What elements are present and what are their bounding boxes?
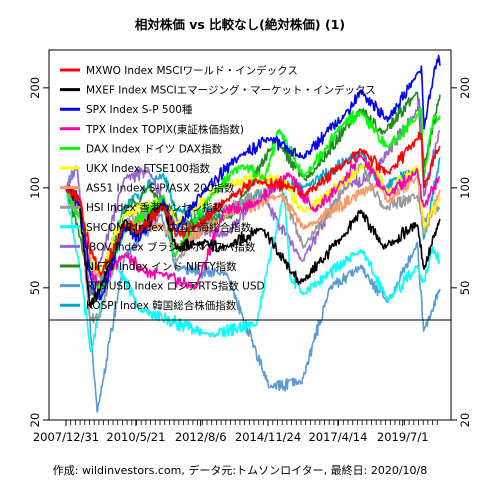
legend-label: UKX Index FTSE100指数 <box>86 162 210 175</box>
y-tick-label: 100 <box>458 177 472 199</box>
chart-caption: 作成: wildinvestors.com, データ元:トムソンロイター, 最終… <box>53 463 427 477</box>
legend-label: KOSPI Index 韓国総合株価指数 <box>86 299 237 312</box>
legend-label: TPX Index TOPIX(東証株価指数) <box>85 123 244 136</box>
y-axis-right: 20 50 100 200 <box>451 77 472 427</box>
x-tick-label: 2014/11/24 <box>235 430 301 444</box>
legend-label: RTSIUSD Index ロシアRTS指数 USD <box>86 280 265 293</box>
y-tick-label: 200 <box>458 77 472 99</box>
series-line <box>65 131 441 277</box>
y-tick-label: 50 <box>28 281 42 296</box>
x-axis: 2007/12/31 2010/5/21 2012/8/6 2014/11/24 201… <box>33 420 438 444</box>
y-tick-label: 200 <box>28 77 42 99</box>
x-tick-label: 2012/8/6 <box>175 430 227 444</box>
legend-label: MXEF Index MSCIエマージング・マーケット・インデックス <box>86 84 376 97</box>
legend-label: AS51 Index S-P/ASX 200指数 <box>86 182 235 195</box>
legend-label: MXWO Index MSCIワールド・インデックス <box>86 64 298 77</box>
y-axis-left: 20 50 100 200 <box>28 77 49 427</box>
x-tick-label: 2007/12/31 <box>33 430 99 444</box>
series-line <box>65 166 441 413</box>
series-line <box>65 54 441 301</box>
series-layer <box>65 54 441 413</box>
legend-label: IBOV Index ブラジル ボベスパ指数 <box>86 240 256 253</box>
series-line <box>65 188 441 353</box>
legend: MXWO Index MSCIワールド・インデックス MXEF Index MSC… <box>60 64 376 312</box>
x-tick-label: 2017/4/14 <box>308 430 367 444</box>
x-tick-label: 2019/7/1 <box>377 430 429 444</box>
y-tick-label: 50 <box>458 281 472 296</box>
y-tick-label: 20 <box>28 413 42 428</box>
legend-label: HSI Index 香港ハンセン指数 <box>86 201 224 214</box>
series-line <box>65 154 441 291</box>
chart-title: 相対株価 vs 比較なし(絶対株価) (1) <box>135 17 345 32</box>
legend-label: NIFTY Index インド NIFTY指数 <box>86 260 237 273</box>
legend-label: DAX Index ドイツ DAX指数 <box>86 142 222 155</box>
legend-label: SPX Index S-P 500種 <box>86 103 193 116</box>
legend-label: SHCOMP Index 中国上海総合指数 <box>86 221 252 234</box>
y-tick-label: 20 <box>458 413 472 428</box>
x-tick-label: 2010/5/21 <box>106 430 165 444</box>
y-tick-label: 100 <box>28 177 42 199</box>
plot-frame <box>48 49 452 421</box>
